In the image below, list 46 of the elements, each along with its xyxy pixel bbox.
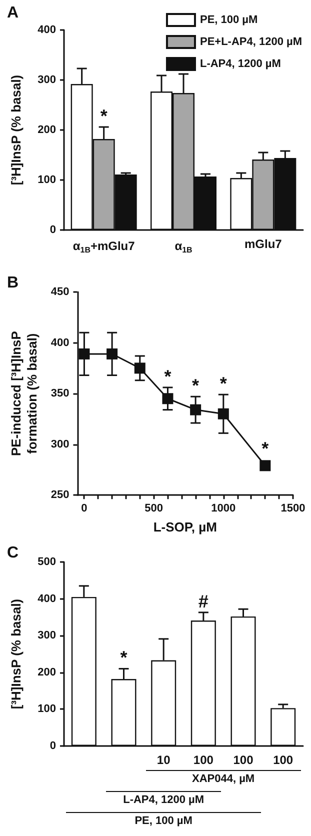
y-tick-label: 200: [38, 124, 56, 136]
data-label: *: [100, 106, 108, 126]
text: XAP044, µM: [191, 773, 256, 785]
x-tick-label: 100: [273, 753, 294, 767]
y-tick-label: 500: [38, 556, 56, 568]
chart-title: B: [7, 274, 19, 292]
data-label: *: [120, 648, 128, 668]
data-label: *: [164, 366, 172, 386]
y-tick-label: 0: [50, 740, 56, 752]
text: PE, 100 µM: [134, 815, 194, 827]
data-label: *: [262, 438, 269, 459]
x-axis-title: L-SOP, µM: [153, 520, 217, 534]
x-tick-label: 10: [156, 753, 171, 767]
y-tick-label: 200: [38, 666, 56, 678]
x-tick-label: 1500: [280, 502, 306, 515]
y-tick-label: 400: [38, 592, 56, 605]
y-tick-label: 400: [50, 336, 70, 349]
x-tick-label: mGlu7: [244, 237, 282, 251]
y-axis-title: PE-induced [³H]InsP formation (% basal): [8, 330, 40, 456]
x-tick-label: 100: [233, 753, 254, 767]
legend-label: L-AP4, 1200 µM: [200, 58, 281, 70]
y-tick-label: 250: [50, 489, 70, 502]
y-tick-label: 0: [50, 224, 56, 236]
x-tick-label: 100: [193, 753, 214, 767]
y-tick-label: 300: [50, 438, 70, 450]
data-label: #: [198, 591, 208, 612]
x-tick-label: 0: [81, 502, 88, 515]
y-tick-label: 450: [50, 286, 70, 298]
legend-label: PE, 100 µM: [200, 14, 258, 26]
y-tick-label: 300: [38, 630, 56, 642]
y-tick-label: 400: [38, 24, 56, 36]
y-tick-label: 350: [50, 388, 70, 400]
y-tick-label: 100: [38, 703, 56, 716]
point: [260, 460, 271, 472]
y-axis-title: [³H]InsP (% basal): [8, 598, 24, 710]
y-axis-title: [³H]InsP (% basal): [8, 74, 24, 186]
chart-title: A: [7, 4, 19, 22]
x-tick-label: 500: [144, 502, 163, 515]
text: L-AP4, 1200 µM: [122, 794, 206, 806]
chart-title: C: [7, 544, 19, 562]
data-label: *: [192, 376, 200, 396]
x-tick-label: 1000: [211, 502, 236, 515]
legend-label: PE+L-AP4, 1200 µM: [200, 36, 302, 48]
data-label: *: [220, 374, 227, 394]
y-tick-label: 100: [38, 174, 56, 186]
y-tick-label: 300: [38, 74, 56, 86]
